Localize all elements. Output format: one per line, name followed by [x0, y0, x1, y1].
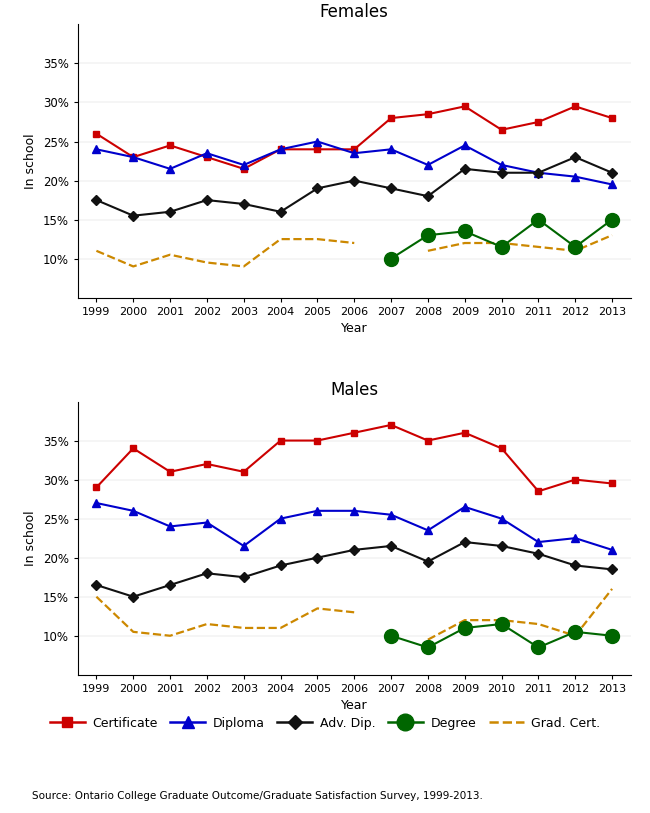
Y-axis label: In school: In school: [25, 133, 38, 189]
Y-axis label: In school: In school: [25, 511, 38, 566]
Legend: Certificate, Diploma, Adv. Dip., Degree, Grad. Cert.: Certificate, Diploma, Adv. Dip., Degree,…: [50, 716, 600, 729]
X-axis label: Year: Year: [341, 699, 367, 712]
Text: Source: Ontario College Graduate Outcome/Graduate Satisfaction Survey, 1999-2013: Source: Ontario College Graduate Outcome…: [32, 791, 484, 801]
X-axis label: Year: Year: [341, 322, 367, 335]
Title: Females: Females: [320, 3, 389, 21]
Title: Males: Males: [330, 380, 378, 398]
